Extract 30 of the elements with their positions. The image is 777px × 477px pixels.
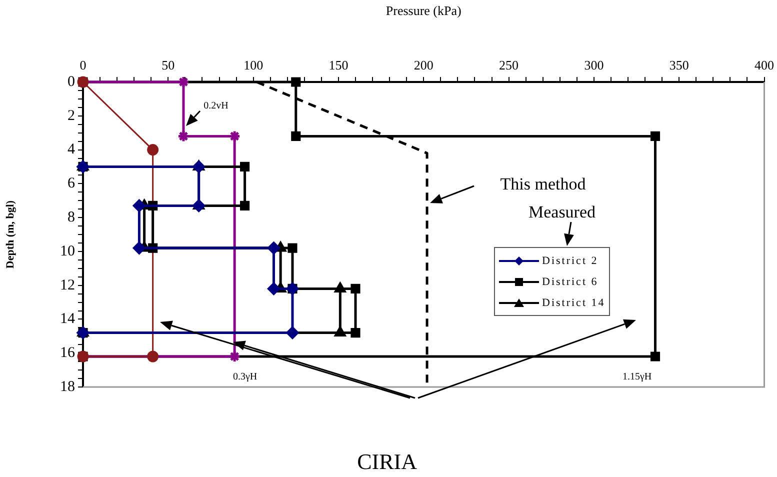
x-tick-label: 350 (669, 58, 689, 73)
y-tick-label: 14 (60, 311, 76, 328)
y-tick-label: 8 (68, 209, 75, 226)
y-tick-label: 4 (68, 142, 76, 158)
text: CIRIA (357, 448, 418, 474)
x-tick-label: 400 (754, 58, 774, 73)
x-tick-label: 200 (414, 58, 434, 73)
y-tick-label: 10 (60, 243, 75, 260)
y-tick-label: 6 (68, 176, 76, 192)
annotation: 0.3γH (232, 372, 258, 383)
x-tick-label: 250 (499, 58, 519, 73)
legend-label: District 2 (542, 254, 598, 266)
y-axis-title: Depth (m, bgl) (4, 200, 16, 269)
annotation: 1.15γH (622, 372, 652, 383)
x-tick-label: 150 (328, 58, 348, 73)
y-tick-label: 16 (60, 345, 76, 362)
annotation: This method (500, 174, 586, 194)
y-tick-label: 18 (60, 378, 75, 395)
y-tick-label: 12 (60, 277, 75, 294)
legend-label: District 6 (542, 276, 598, 288)
x-tick-label: 0 (80, 58, 86, 73)
x-tick-label: 100 (244, 58, 264, 73)
x-axis-title: Pressure (kPa) (386, 3, 462, 18)
x-tick-label: 50 (162, 58, 175, 73)
annotation: 0.2vH (204, 100, 228, 112)
x-tick-label: 300 (584, 58, 604, 73)
legend-label: District 14 (542, 296, 606, 308)
annotation: Measured (528, 202, 596, 222)
y-tick-label: 2 (68, 108, 75, 124)
y-tick-label: 0 (68, 74, 75, 90)
